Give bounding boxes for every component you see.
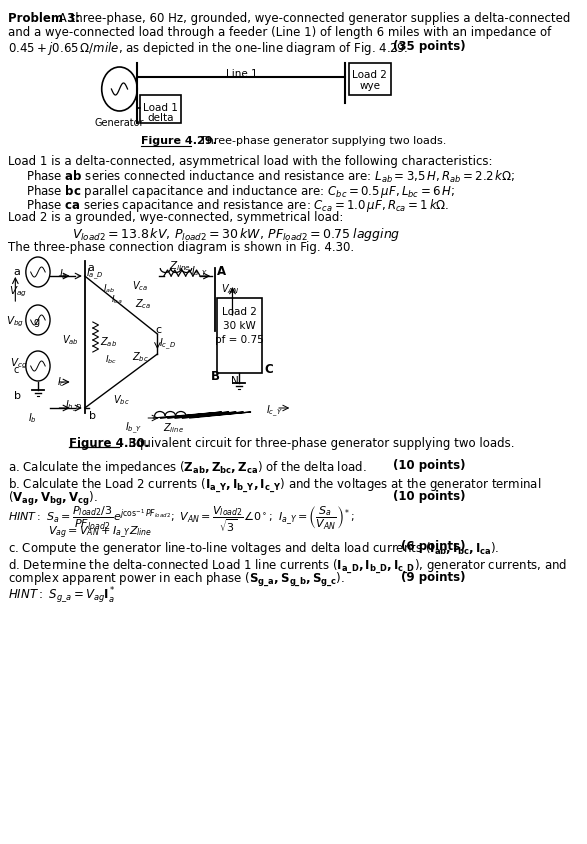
Text: $Z_{bc}$: $Z_{bc}$ bbox=[131, 349, 149, 364]
Text: $I_{a\_D}$: $I_{a\_D}$ bbox=[86, 267, 104, 282]
Text: b. Calculate the Load 2 currents ($\mathbf{I_{a\_Y}, I_{b\_Y}, I_{c\_Y}}$) and t: b. Calculate the Load 2 currents ($\math… bbox=[8, 476, 541, 495]
Text: a: a bbox=[14, 267, 21, 277]
Text: delta: delta bbox=[147, 113, 174, 123]
Text: $Z_{ab}$: $Z_{ab}$ bbox=[100, 334, 117, 349]
Text: $V_{ab}$: $V_{ab}$ bbox=[62, 333, 79, 346]
Text: $I_{a\_Y}$: $I_{a\_Y}$ bbox=[191, 265, 208, 280]
Text: $V_{ca}$: $V_{ca}$ bbox=[131, 279, 148, 293]
Text: $HINT\mathrm{:}\ S_a = \dfrac{P_{load2}/3}{PF_{load2}}e^{j\cos^{-1}PF_{load2}};\: $HINT\mathrm{:}\ S_a = \dfrac{P_{load2}/… bbox=[8, 503, 355, 533]
Text: c: c bbox=[14, 365, 19, 375]
Text: $V_{bc}$: $V_{bc}$ bbox=[113, 392, 130, 406]
Text: $I_{c\_D}$: $I_{c\_D}$ bbox=[159, 337, 176, 352]
Text: $Z_{line}$: $Z_{line}$ bbox=[169, 259, 191, 273]
Text: b: b bbox=[89, 410, 96, 420]
Text: $V_{bg}$: $V_{bg}$ bbox=[6, 315, 23, 329]
Text: Load 2: Load 2 bbox=[221, 306, 257, 316]
Text: 30 kW: 30 kW bbox=[222, 321, 255, 331]
Text: $V_{cg}$: $V_{cg}$ bbox=[11, 356, 28, 371]
Text: Figure 4.30.: Figure 4.30. bbox=[69, 436, 149, 450]
Text: Phase $\mathbf{ab}$ series connected inductance and resistance are: $L_{ab} = 3{: Phase $\mathbf{ab}$ series connected ind… bbox=[26, 169, 515, 185]
Text: ($\mathbf{V_{ag}, V_{bg}, V_{cg}}$).: ($\mathbf{V_{ag}, V_{bg}, V_{cg}}$). bbox=[8, 490, 98, 507]
Text: b: b bbox=[14, 391, 21, 401]
Text: The three-phase connection diagram is shown in Fig. 4.30.: The three-phase connection diagram is sh… bbox=[8, 241, 354, 254]
Text: A: A bbox=[217, 265, 226, 278]
Text: (9 points): (9 points) bbox=[402, 571, 465, 583]
Text: Load 2: Load 2 bbox=[352, 70, 387, 80]
Text: $V_{AN}$: $V_{AN}$ bbox=[221, 282, 239, 295]
Text: pf = 0.75: pf = 0.75 bbox=[215, 334, 264, 344]
Text: Load 1: Load 1 bbox=[143, 103, 178, 113]
Text: $\mathit{V_{load2} = 13.8\,kV,\,P_{load2} = 30\,kW,\,PF_{load2} = 0.75\;lagging}: $\mathit{V_{load2} = 13.8\,kV,\,P_{load2… bbox=[72, 225, 401, 243]
Text: $0.45 + j0.65\,\Omega/mile$, as depicted in the one-line diagram of Fig. 4.29.: $0.45 + j0.65\,\Omega/mile$, as depicted… bbox=[8, 40, 409, 57]
Text: A three-phase, 60 Hz, grounded, wye-connected generator supplies a delta-connect: A three-phase, 60 Hz, grounded, wye-conn… bbox=[55, 12, 570, 25]
Text: c. Compute the generator line-to-line voltages and delta load currents ($\mathbf: c. Compute the generator line-to-line vo… bbox=[8, 539, 500, 556]
Text: B: B bbox=[211, 370, 220, 382]
Text: $HINT\mathrm{:}\ S_{g\_a} = V_{ag}\mathbf{I}_a^*$: $HINT\mathrm{:}\ S_{g\_a} = V_{ag}\mathb… bbox=[8, 584, 116, 605]
Text: d. Determine the delta-connected Load 1 line currents ($\mathbf{I_{a\_D}, I_{b\_: d. Determine the delta-connected Load 1 … bbox=[8, 557, 568, 576]
Text: Generator: Generator bbox=[95, 118, 144, 127]
Text: g: g bbox=[33, 316, 39, 327]
Text: Phase $\mathbf{bc}$ parallel capacitance and inductance are: $C_{bc} = 0.5\,\mu : Phase $\mathbf{bc}$ parallel capacitance… bbox=[26, 183, 455, 200]
Text: a: a bbox=[87, 262, 94, 273]
Text: C: C bbox=[264, 363, 273, 376]
Text: Figure 4.29.: Figure 4.29. bbox=[141, 136, 217, 146]
Text: (35 points): (35 points) bbox=[393, 40, 465, 53]
Text: Equivalent circuit for three-phase generator supplying two loads.: Equivalent circuit for three-phase gener… bbox=[121, 436, 515, 450]
Text: N: N bbox=[231, 376, 239, 386]
Text: $I_{ca}$: $I_{ca}$ bbox=[110, 293, 122, 306]
Text: $I_{bc}$: $I_{bc}$ bbox=[105, 353, 117, 365]
Text: and a wye-connected load through a feeder (Line 1) of length 6 miles with an imp: and a wye-connected load through a feede… bbox=[8, 26, 551, 39]
Text: $I_b$: $I_b$ bbox=[28, 410, 37, 425]
Text: Three-phase generator supplying two loads.: Three-phase generator supplying two load… bbox=[193, 136, 446, 146]
Text: $I_a$: $I_a$ bbox=[59, 267, 68, 280]
Text: Phase $\mathbf{ca}$ series capacitance and resistance are: $C_{ca} = 1.0\,\mu F,: Phase $\mathbf{ca}$ series capacitance a… bbox=[26, 197, 449, 214]
Text: (10 points): (10 points) bbox=[393, 490, 465, 502]
Text: $V_{ag}$: $V_{ag}$ bbox=[9, 284, 27, 299]
Text: Load 2 is a grounded, wye-connected, symmetrical load:: Load 2 is a grounded, wye-connected, sym… bbox=[8, 211, 343, 224]
Text: a. Calculate the impedances ($\mathbf{Z_{ab}, Z_{bc}, Z_{ca}}$) of the delta loa: a. Calculate the impedances ($\mathbf{Z_… bbox=[8, 458, 367, 475]
Text: c: c bbox=[155, 325, 161, 334]
Text: $I_{b\_D}$: $I_{b\_D}$ bbox=[65, 398, 82, 414]
Text: $I_{ab}$: $I_{ab}$ bbox=[103, 282, 115, 295]
Text: $Z_{line}$: $Z_{line}$ bbox=[163, 420, 184, 435]
Text: $Z_{ca}$: $Z_{ca}$ bbox=[135, 296, 151, 311]
Text: $V_{ag} = V_{AN} + I_{a\_Y}Z_{line}$: $V_{ag} = V_{AN} + I_{a\_Y}Z_{line}$ bbox=[49, 523, 153, 539]
Text: complex apparent power in each phase ($\mathbf{S_{g\_a}, S_{g\_b}, S_{g\_c}}$).: complex apparent power in each phase ($\… bbox=[8, 571, 345, 588]
Text: Line 1: Line 1 bbox=[225, 69, 257, 78]
Text: Problem 3:: Problem 3: bbox=[8, 12, 80, 25]
Text: Load 1 is a delta-connected, asymmetrical load with the following characteristic: Load 1 is a delta-connected, asymmetrica… bbox=[8, 154, 492, 168]
Text: $I_{c\_Y}$: $I_{c\_Y}$ bbox=[265, 403, 282, 419]
Text: $I_{b\_Y}$: $I_{b\_Y}$ bbox=[124, 420, 142, 436]
Text: $I_c$: $I_c$ bbox=[56, 375, 65, 388]
Text: (10 points): (10 points) bbox=[393, 458, 465, 472]
Text: (6 points): (6 points) bbox=[402, 539, 465, 552]
Text: wye: wye bbox=[359, 81, 380, 91]
